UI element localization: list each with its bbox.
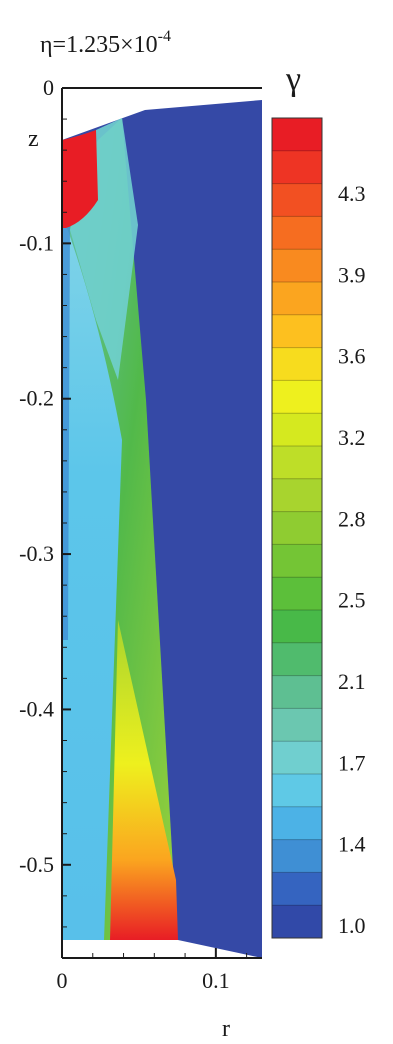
colorbar-swatch (272, 610, 322, 643)
colorbar-swatch (272, 479, 322, 512)
colorbar-swatch (272, 741, 322, 774)
colorbar-swatch (272, 249, 322, 282)
colorbar-label: 2.5 (338, 588, 366, 613)
x-tick-marks (62, 948, 247, 958)
y-tick-labels: 0 -0.1 -0.2 -0.3 -0.4 -0.5 (19, 75, 54, 877)
colorbar-swatch (272, 118, 322, 151)
colorbar-swatch (272, 643, 322, 676)
colorbar-swatch (272, 774, 322, 807)
chart-title-exponent: -4 (158, 28, 171, 45)
colorbar-swatch (272, 282, 322, 315)
x-tick-label: 0.1 (202, 968, 230, 993)
y-axis-label: z (28, 126, 39, 152)
colorbar-swatch (272, 446, 322, 479)
colorbar-swatch (272, 708, 322, 741)
colorbar-swatch (272, 544, 322, 577)
colorbar-labels: 4.3 3.9 3.6 3.2 2.8 2.5 2.1 1.7 1.4 1.0 (338, 181, 366, 938)
colorbar-label: 3.2 (338, 425, 366, 450)
colorbar-label: 1.7 (338, 750, 366, 775)
colorbar-swatch (272, 807, 322, 840)
y-tick-label: -0.3 (19, 541, 54, 566)
colorbar-swatch (272, 315, 322, 348)
colorbar-swatch (272, 348, 322, 381)
x-tick-label: 0 (57, 968, 68, 993)
y-tick-label: -0.1 (19, 230, 54, 255)
colorbar-label: 1.4 (338, 832, 366, 857)
colorbar-swatch (272, 413, 322, 446)
colorbar-swatch (272, 840, 322, 873)
colorbar (272, 118, 322, 939)
colorbar-swatch (272, 380, 322, 413)
colorbar-label: 3.9 (338, 262, 366, 287)
colorbar-swatch (272, 577, 322, 610)
y-tick-label: -0.5 (19, 852, 54, 877)
colorbar-label: 1.0 (338, 913, 366, 938)
colorbar-label: 4.3 (338, 181, 366, 206)
colorbar-swatch (272, 512, 322, 545)
x-tick-labels: 0 0.1 (57, 968, 230, 993)
colorbar-swatch (272, 151, 322, 184)
colorbar-swatch (272, 216, 322, 249)
y-tick-label: 0 (43, 75, 54, 100)
y-tick-label: -0.2 (19, 386, 54, 411)
colorbar-title: γ (285, 61, 301, 98)
chart-title: η=1.235×10-4 (40, 28, 171, 58)
chart-title-main: η=1.235×10 (40, 32, 158, 58)
contour-field (62, 88, 262, 958)
colorbar-label: 2.1 (338, 669, 366, 694)
colorbar-swatch (272, 676, 322, 709)
colorbar-label: 3.6 (338, 344, 366, 369)
colorbar-swatch (272, 184, 322, 217)
y-tick-label: -0.4 (19, 696, 54, 721)
colorbar-swatch (272, 905, 322, 938)
colorbar-label: 2.8 (338, 506, 366, 531)
x-axis-label: r (222, 1016, 230, 1042)
colorbar-swatch (272, 872, 322, 905)
